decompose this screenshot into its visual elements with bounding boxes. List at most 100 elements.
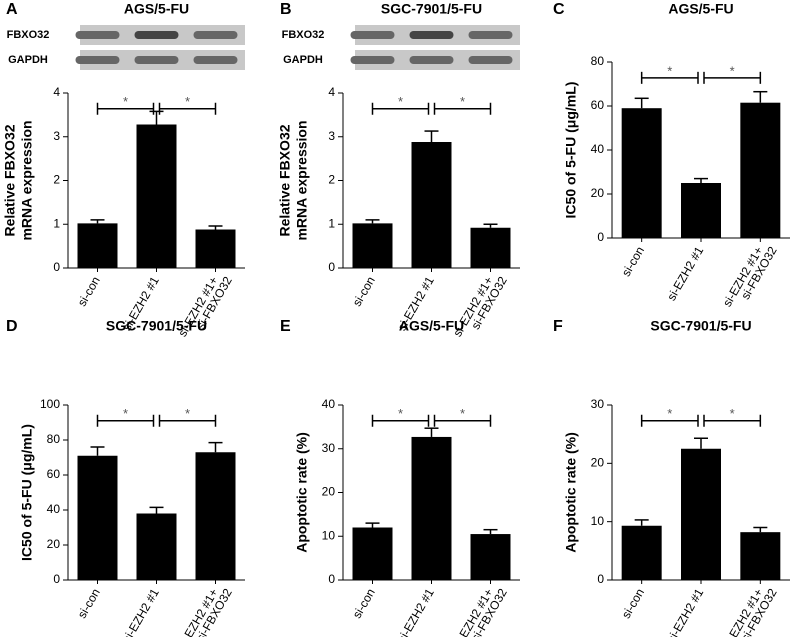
- sig-label: *: [185, 94, 190, 109]
- y-axis-label: Relative FBXO32: [2, 124, 18, 236]
- x-tick-label: si-EZH2 #1: [120, 586, 162, 637]
- bar: [681, 183, 721, 238]
- bar: [470, 227, 511, 268]
- y-tick-label: 40: [322, 397, 336, 411]
- y-tick-label: 100: [40, 397, 60, 411]
- chart-title: AGS/5-FU: [668, 1, 733, 17]
- panel-letter: B: [280, 1, 292, 18]
- y-tick-label: 10: [591, 514, 605, 528]
- bar: [77, 455, 118, 580]
- bar: [352, 223, 393, 268]
- y-axis-label: mRNA expression: [19, 120, 35, 240]
- y-tick-label: 20: [322, 485, 336, 499]
- error-bar: [424, 427, 439, 437]
- y-tick-label: 3: [53, 129, 60, 143]
- y-tick-label: 60: [47, 467, 61, 481]
- x-tick-label: si-EZH2 #1: [664, 244, 706, 303]
- blot-band: [75, 56, 120, 64]
- y-tick-label: 1: [328, 216, 335, 230]
- chart-title: SGC-7901/5-FU: [381, 1, 482, 17]
- x-tick-label: si-con: [350, 586, 378, 621]
- blot-band: [409, 31, 454, 39]
- blot-band: [468, 31, 513, 39]
- bar: [136, 513, 177, 580]
- panel-letter: D: [6, 318, 18, 335]
- y-tick-label: 0: [53, 260, 60, 274]
- bar: [352, 527, 393, 580]
- blot-band: [75, 31, 120, 39]
- panel-letter: E: [280, 318, 291, 335]
- blot-label: FBXO32: [7, 29, 50, 41]
- y-tick-label: 20: [591, 186, 605, 200]
- bar: [77, 223, 118, 268]
- sig-label: *: [667, 63, 672, 78]
- x-tick-label: si-con: [619, 586, 647, 621]
- y-tick-label: 0: [328, 572, 335, 586]
- bar: [195, 229, 236, 268]
- sig-label: *: [185, 406, 190, 421]
- error-bar: [634, 519, 649, 526]
- blot-band: [193, 31, 238, 39]
- error-bar: [694, 437, 708, 449]
- chart-title: SGC-7901/5-FU: [650, 318, 751, 334]
- y-tick-label: 3: [328, 129, 335, 143]
- error-bar: [753, 90, 768, 103]
- bar: [681, 448, 721, 580]
- sig-label: *: [460, 406, 465, 421]
- y-axis-label: mRNA expression: [294, 120, 310, 240]
- error-bar: [90, 219, 105, 224]
- blot-label: FBXO32: [282, 29, 325, 41]
- chart-title: AGS/5-FU: [124, 1, 189, 17]
- panel-letter: F: [553, 318, 563, 335]
- sig-label: *: [730, 63, 735, 78]
- error-bar: [149, 506, 164, 514]
- error-bar: [424, 130, 439, 142]
- error-bar: [483, 223, 498, 228]
- bar: [621, 525, 662, 580]
- x-tick-label: si-con: [619, 244, 647, 279]
- panel-letter: C: [553, 1, 565, 18]
- x-tick-label: si-con: [75, 274, 103, 309]
- sig-label: *: [460, 94, 465, 109]
- chart-title: SGC-7901/5-FU: [106, 318, 207, 334]
- y-tick-label: 0: [53, 572, 60, 586]
- y-tick-label: 0: [328, 260, 335, 274]
- error-bar: [208, 441, 223, 453]
- y-tick-label: 4: [328, 85, 335, 99]
- bar: [470, 534, 511, 580]
- y-axis-label: IC50 of 5-FU (μg/mL): [563, 82, 579, 219]
- blot-band: [134, 31, 179, 39]
- error-bar: [149, 110, 164, 125]
- y-tick-label: 40: [47, 502, 61, 516]
- error-bar: [90, 446, 105, 456]
- y-tick-label: 40: [591, 142, 605, 156]
- error-bar: [365, 522, 380, 528]
- y-tick-label: 4: [53, 85, 60, 99]
- blot-label: GAPDH: [283, 54, 323, 66]
- bar: [621, 108, 662, 238]
- sig-label: *: [398, 406, 403, 421]
- sig-label: *: [667, 406, 672, 421]
- blot-band: [468, 56, 513, 64]
- y-tick-label: 30: [591, 397, 605, 411]
- error-bar: [208, 225, 223, 230]
- x-tick-label: si-con: [75, 586, 103, 621]
- sig-label: *: [123, 406, 128, 421]
- y-axis-label: Apoptotic rate (%): [294, 432, 310, 553]
- x-tick-label: si-con: [350, 274, 378, 309]
- y-axis-label: Apoptotic rate (%): [563, 432, 579, 553]
- sig-label: *: [123, 94, 128, 109]
- bar: [411, 142, 452, 268]
- y-tick-label: 20: [591, 456, 605, 470]
- y-axis-label: IC50 of 5-FU (μg/mL): [19, 424, 35, 561]
- y-tick-label: 80: [591, 54, 605, 68]
- blot-band: [350, 56, 395, 64]
- error-bar: [365, 219, 380, 224]
- y-tick-label: 60: [591, 98, 605, 112]
- bar: [740, 102, 781, 238]
- y-tick-label: 2: [328, 173, 335, 187]
- error-bar: [753, 526, 768, 533]
- bar: [136, 124, 177, 268]
- bar: [195, 452, 236, 580]
- y-tick-label: 10: [322, 528, 336, 542]
